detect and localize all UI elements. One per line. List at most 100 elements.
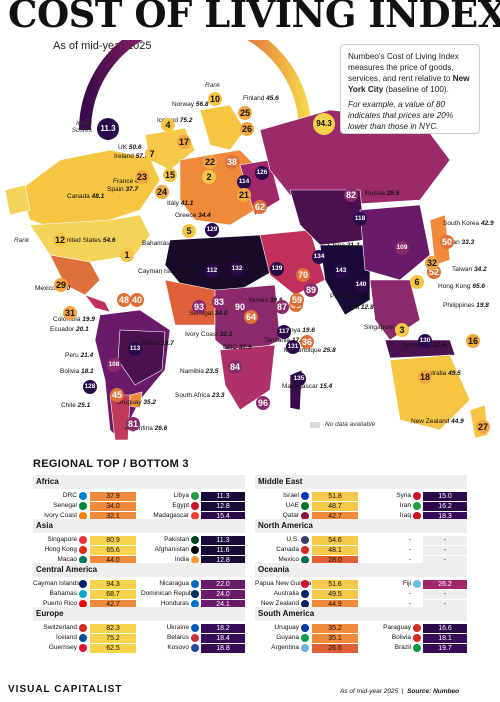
region-table-africa: Africa DRC 37.9 Libya 11.3 Senegal 34.0 Egypt 12… <box>33 475 245 521</box>
region-table-europe: Europe Switzerland 82.3 Ukraine 18.2 Iceland 7… <box>33 607 245 653</box>
map-label-united-states: United States 54.6 <box>62 237 116 244</box>
table-row: Uruguay 35.2 Paraguay 16.6 <box>255 623 467 633</box>
map-label-bahamas: Bahamas <box>142 240 170 247</box>
flag-icon <box>301 624 309 632</box>
info-line1: Numbeo's Cost of Living Index measures t… <box>348 52 459 83</box>
rank-badge: 38 <box>225 155 239 169</box>
region-header: Asia <box>33 519 245 533</box>
bottom-country-value: 26.2 <box>423 579 467 589</box>
footer-source-name: Numbeo <box>433 688 460 695</box>
map-label-yemen: Yemen 30.8 <box>248 297 283 304</box>
top-country-name: Papua New Guinea <box>255 580 312 587</box>
map-label-india: India 12.8 <box>345 304 374 311</box>
top-country-value: 75.2 <box>90 633 136 643</box>
bottom-country-name: Madagascar <box>153 512 189 519</box>
no-data-label: No data available <box>325 421 376 428</box>
footer-source: As of mid-year 2025 | Source: Numbeo <box>340 688 460 695</box>
flag-icon <box>79 590 87 598</box>
region-table-south-america: South America Uruguay 35.2 Paraguay 16.6 Guya… <box>255 607 467 653</box>
map-label-hong-kong: Hong Kong 65.6 <box>438 283 485 290</box>
bottom-country-value: 12.8 <box>201 501 245 511</box>
top-country-name: DRC <box>62 492 77 499</box>
region-rows: Cayman Islands 94.3 Nicaragua 22.0 Bahamas 68… <box>33 577 245 609</box>
table-row: Switzerland 82.3 Ukraine 18.2 <box>33 623 245 633</box>
table-row: Mexico 28.0 - - <box>255 555 467 565</box>
table-row: Singapore 80.9 Pakistan 11.3 <box>33 535 245 545</box>
map-label-kenya: Kenya 19.6 <box>282 327 315 334</box>
rank-badge: 128 <box>83 380 97 394</box>
map-label-pakistan: Pakistan 11.3 <box>330 293 369 300</box>
map-label-peru: Peru 21.4 <box>65 352 94 359</box>
top-country-name: Guernsey <box>48 644 77 651</box>
bottom-country-name: Brazil <box>394 644 411 651</box>
bottom-country-name: - <box>408 600 411 607</box>
rank-badge: 113 <box>128 342 142 356</box>
info-box: Numbeo's Cost of Living Index measures t… <box>340 44 480 134</box>
rank-badge: 16 <box>466 334 480 348</box>
flag-icon <box>191 634 199 642</box>
regional-section-title: REGIONAL TOP / BOTTOM 3 <box>33 458 189 470</box>
top-country-value: 51.8 <box>312 491 358 501</box>
flag-icon <box>413 546 421 554</box>
rank-badge: 25 <box>238 106 252 120</box>
top-country-value: 44.9 <box>312 599 358 609</box>
rank-badge: 134 <box>312 250 326 264</box>
bottom-country-value: 12.8 <box>201 555 245 565</box>
top-country-value: 48.7 <box>312 501 358 511</box>
rank-badge: 27 <box>476 420 490 434</box>
rank-badge: 109 <box>395 241 409 255</box>
bottom-country-name: Fiji <box>402 580 411 587</box>
info-highlight: New York City <box>348 74 470 94</box>
flag-icon <box>79 502 87 510</box>
map-label-finland: Finland 45.6 <box>243 95 279 102</box>
bottom-country-value: 11.3 <box>201 535 245 545</box>
top-country-value: 28.0 <box>312 555 358 565</box>
table-row: Iceland 75.2 Belarus 18.4 <box>33 633 245 643</box>
rank-badge: 21 <box>237 188 251 202</box>
flag-icon <box>191 502 199 510</box>
bottom-country-name: Pakistan <box>164 536 189 543</box>
bottom-country-value: 18.3 <box>423 511 467 521</box>
region-central-america <box>84 294 111 313</box>
bottom-country-value: 18.2 <box>201 623 245 633</box>
flag-icon <box>79 634 87 642</box>
table-row: Cayman Islands 94.3 Nicaragua 22.0 <box>33 579 245 589</box>
top-country-value: 34.0 <box>90 501 136 511</box>
region-rows: Uruguay 35.2 Paraguay 16.6 Guyana 35.1 Bolivia… <box>255 621 467 653</box>
bottom-country-name: Bolivia <box>391 634 411 641</box>
region-table-north-america: North America U.S. 54.6- - Canada 48.1- - Mexic… <box>255 519 467 565</box>
rank-badge: 129 <box>205 223 219 237</box>
bottom-country-name: Kosovo <box>167 644 189 651</box>
table-row: New Zealand 44.9 - - <box>255 599 467 609</box>
rank-badge: 112 <box>205 264 219 278</box>
page-title: COST OF LIVING INDEX <box>8 0 500 36</box>
top-country-name: Israel <box>283 492 299 499</box>
bottom-country-value: 22.0 <box>201 579 245 589</box>
map-label-brazil: Brazil 19.7 <box>143 340 174 347</box>
bottom-country-value: 16.2 <box>423 501 467 511</box>
bottom-country-value: 11.3 <box>201 491 245 501</box>
rank-badge: 126 <box>255 166 269 180</box>
region-scandinavia <box>199 104 246 151</box>
bottom-country-value: 19.7 <box>423 643 467 653</box>
map-label-spain: Spain 37.7 <box>107 186 139 193</box>
top-country-value: 65.6 <box>90 545 136 555</box>
bottom-country-name: India <box>174 556 189 563</box>
bottom-country-name: Egypt <box>172 502 189 509</box>
top-country-name: U.S. <box>286 536 299 543</box>
rank-badge: 117 <box>277 325 291 339</box>
region-uruguay <box>129 391 143 409</box>
bottom-country-value: - <box>423 555 467 565</box>
top-country-value: 35.2 <box>312 623 358 633</box>
table-row: Ivory Coast 32.1 Madagascar 15.4 <box>33 511 245 521</box>
rank-badge: 82 <box>344 188 358 202</box>
bottom-country-name: - <box>408 590 411 597</box>
rank-badge: 118 <box>353 212 367 226</box>
top-country-value: 54.6 <box>312 535 358 545</box>
rank-badge: 17 <box>177 135 191 149</box>
map-label-uk: UK 50.6 <box>118 144 142 151</box>
rank-badge: 62 <box>253 200 267 214</box>
bottom-country-name: - <box>408 556 411 563</box>
region-rows: DRC 37.9 Libya 11.3 Senegal 34.0 Egypt 12.8 Ivor… <box>33 489 245 521</box>
flag-icon <box>413 512 421 520</box>
